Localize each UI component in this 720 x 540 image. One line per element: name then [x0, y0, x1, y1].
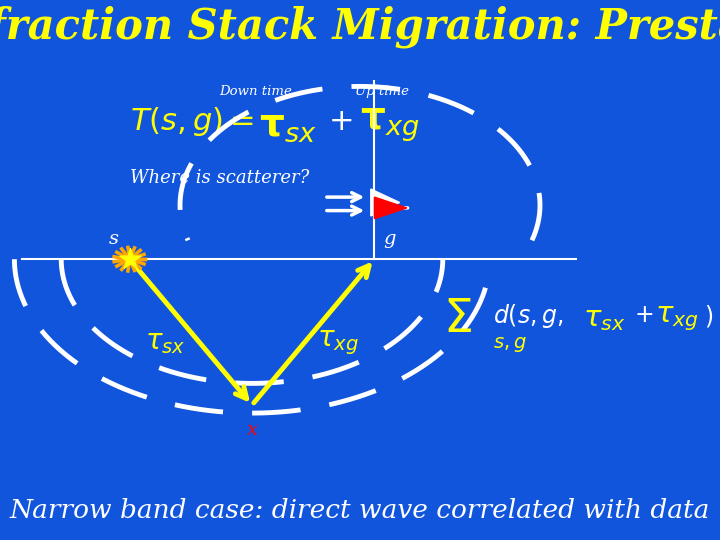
- Text: Diffraction Stack Migration: Prestack: Diffraction Stack Migration: Prestack: [0, 6, 720, 48]
- Text: $\tau_{xg}$: $\tau_{xg}$: [318, 329, 359, 357]
- Text: $\mathbf{\tau}_{sx}$: $\mathbf{\tau}_{sx}$: [259, 107, 317, 144]
- Text: $s,g$: $s,g$: [493, 335, 527, 354]
- Text: $\Sigma$: $\Sigma$: [443, 295, 472, 342]
- Text: $T(s,g) =$: $T(s,g) =$: [130, 105, 253, 138]
- Point: [124, 255, 135, 264]
- Text: $+$: $+$: [634, 305, 653, 327]
- Text: $\tau_{xg}$: $\tau_{xg}$: [655, 304, 699, 333]
- Text: x: x: [246, 421, 258, 439]
- Text: $+$: $+$: [328, 106, 352, 137]
- Text: s: s: [109, 231, 119, 248]
- Text: $\tau_{sx}$: $\tau_{sx}$: [583, 304, 626, 333]
- Text: $\mathbf{\tau}_{xg}$: $\mathbf{\tau}_{xg}$: [360, 106, 420, 144]
- Text: $)$: $)$: [704, 303, 714, 329]
- Polygon shape: [371, 189, 400, 216]
- Text: Narrow band case: direct wave correlated with data: Narrow band case: direct wave correlated…: [10, 498, 710, 523]
- Text: $\tau_{sx}$: $\tau_{sx}$: [145, 329, 186, 356]
- Text: $d(s,g,$: $d(s,g,$: [493, 302, 564, 330]
- Text: Down time: Down time: [219, 85, 292, 98]
- Text: Where is scatterer?: Where is scatterer?: [130, 169, 309, 187]
- Polygon shape: [374, 197, 407, 219]
- Text: Up time: Up time: [354, 85, 409, 98]
- Text: g: g: [383, 231, 395, 248]
